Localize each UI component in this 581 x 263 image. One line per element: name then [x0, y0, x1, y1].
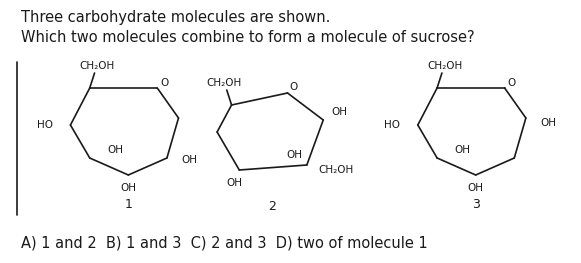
Text: Three carbohydrate molecules are shown.: Three carbohydrate molecules are shown. — [21, 10, 331, 25]
Text: OH: OH — [107, 145, 123, 155]
Text: OH: OH — [286, 150, 302, 160]
Text: A) 1 and 2  B) 1 and 3  C) 2 and 3  D) two of molecule 1: A) 1 and 2 B) 1 and 3 C) 2 and 3 D) two … — [21, 235, 428, 250]
Text: OH: OH — [468, 183, 484, 193]
Text: OH: OH — [120, 183, 137, 193]
Text: Which two molecules combine to form a molecule of sucrose?: Which two molecules combine to form a mo… — [21, 30, 475, 45]
Text: 3: 3 — [472, 199, 480, 211]
Text: OH: OH — [227, 178, 242, 188]
Text: OH: OH — [331, 107, 347, 117]
Text: HO: HO — [385, 120, 400, 130]
Text: O: O — [508, 78, 516, 88]
Text: CH₂OH: CH₂OH — [206, 78, 242, 88]
Text: O: O — [289, 82, 297, 92]
Text: OH: OH — [454, 145, 471, 155]
Text: 1: 1 — [124, 199, 132, 211]
Text: OH: OH — [540, 118, 557, 128]
Text: O: O — [160, 78, 168, 88]
Text: CH₂OH: CH₂OH — [427, 61, 462, 71]
Text: CH₂OH: CH₂OH — [80, 61, 115, 71]
Text: HO: HO — [37, 120, 53, 130]
Text: 2: 2 — [268, 200, 276, 214]
Text: CH₂OH: CH₂OH — [318, 165, 354, 175]
Text: OH: OH — [181, 155, 198, 165]
